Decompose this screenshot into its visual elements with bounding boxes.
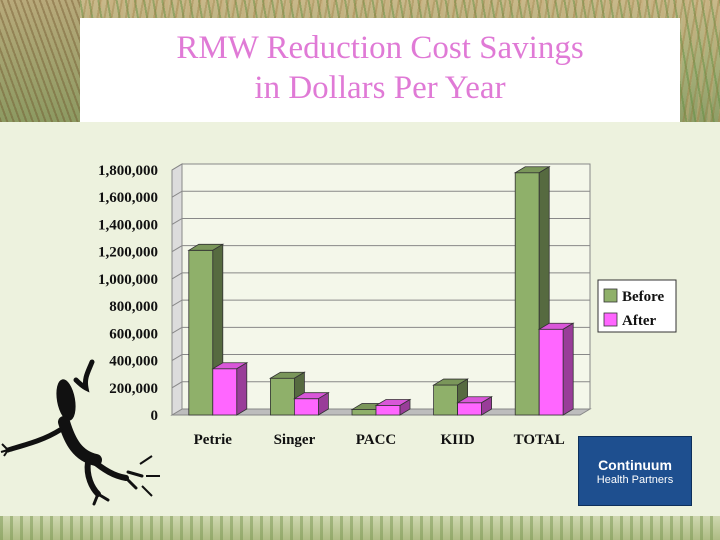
y-tick-label: 600,000 (109, 326, 158, 342)
y-tick-label: 0 (151, 408, 159, 424)
y-tick-label: 400,000 (109, 354, 158, 370)
gridline (171, 354, 590, 361)
gridline (171, 272, 590, 280)
decorative-background-bottom (0, 516, 720, 540)
gridline (171, 217, 590, 225)
continuum-logo: Continuum Health Partners (578, 436, 692, 506)
y-tick-label: 1,600,000 (98, 190, 158, 206)
gridline (171, 163, 590, 171)
bar-after-kiid (456, 396, 494, 416)
bar-side (317, 391, 329, 416)
bar-after-total (537, 322, 575, 416)
slide-title-line-1: RMW Reduction Cost Savings (176, 30, 584, 66)
bar-front (188, 249, 214, 416)
gridline (171, 299, 590, 307)
logo-text-line-1: Continuum (598, 457, 672, 473)
y-tick-label: 1,800,000 (98, 163, 158, 179)
bar-side (236, 362, 248, 416)
x-category-label: TOTAL (514, 432, 565, 448)
bar-front (375, 405, 401, 416)
chart-legend: Before After (597, 279, 677, 333)
x-category-label: KIID (441, 432, 475, 448)
legend-swatch (603, 312, 618, 327)
bar-front (457, 402, 483, 416)
bar-before-singer (268, 371, 306, 416)
bar-front (351, 409, 377, 416)
y-tick-label: 1,200,000 (98, 245, 158, 261)
bar-after-singer (292, 391, 330, 416)
bar-front (293, 398, 319, 416)
x-category-label: PACC (356, 432, 397, 448)
slide-title-line-2: in Dollars Per Year (254, 70, 506, 106)
x-axis-categories: Petrie Singer PACC KIID TOTAL (194, 432, 565, 448)
stick-figure-clipart (0, 359, 160, 506)
bar-front (212, 368, 238, 416)
x-category-label: Singer (274, 432, 316, 448)
logo-text-line-2: Health Partners (596, 474, 674, 486)
bar-after-pacc (374, 398, 412, 416)
bar-side (399, 398, 411, 416)
bar-after-petrie (211, 362, 249, 416)
bar-side (562, 322, 574, 416)
y-tick-label: 800,000 (109, 299, 158, 315)
decorative-background-left (0, 0, 80, 122)
gridline (171, 326, 590, 334)
legend-swatch (603, 288, 618, 303)
bar-front (433, 384, 459, 416)
y-tick-label: 1,400,000 (98, 217, 158, 233)
bar-front (538, 328, 564, 416)
chart-side-wall (171, 163, 183, 416)
legend-label: After (622, 313, 656, 329)
bar-front (269, 377, 295, 416)
bar-front (514, 172, 540, 416)
chart-bars (187, 166, 575, 416)
y-tick-label: 200,000 (109, 381, 158, 397)
gridline (171, 190, 590, 198)
title-panel: RMW Reduction Cost Savings in Dollars Pe… (80, 18, 680, 122)
y-tick-label: 1,000,000 (98, 272, 158, 288)
legend-label: Before (622, 289, 665, 305)
y-axis-ticks: 0 200,000 400,000 600,000 800,000 1,000,000 1,… (98, 163, 158, 424)
bar-side (481, 396, 493, 416)
gridline (171, 245, 590, 253)
x-category-label: Petrie (194, 432, 233, 448)
